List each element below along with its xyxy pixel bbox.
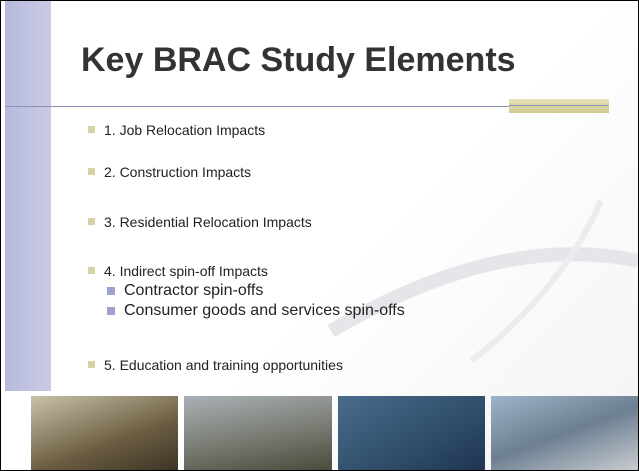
bullet: 2. Construction Impacts — [88, 164, 251, 180]
sub-bullet: Contractor spin-offs — [107, 282, 263, 300]
photo-jet — [491, 396, 638, 470]
bullet: 3. Residential Relocation Impacts — [88, 214, 312, 230]
bullet: 1. Job Relocation Impacts — [88, 122, 265, 138]
photo-ships — [338, 396, 485, 470]
side-band — [5, 1, 51, 391]
bullet-text: 5. Education and training opportunities — [104, 357, 343, 373]
bullet-text: 3. Residential Relocation Impacts — [104, 214, 312, 230]
bullet-text: 1. Job Relocation Impacts — [104, 122, 265, 138]
bullet-text: 4. Indirect spin-off Impacts — [104, 263, 268, 279]
sub-bullet: Consumer goods and services spin-offs — [107, 302, 405, 320]
bullet: 5. Education and training opportunities — [88, 357, 343, 373]
accent-bar — [509, 99, 609, 113]
photo-marines — [184, 396, 331, 470]
slide: Key BRAC Study Elements 1. Job Relocatio… — [0, 0, 639, 471]
photo-soldier — [31, 396, 178, 470]
sub-bullet-text: Contractor spin-offs — [124, 282, 263, 299]
photo-strip — [1, 396, 638, 470]
bullet: 4. Indirect spin-off Impacts — [88, 263, 268, 279]
sub-bullet-text: Consumer goods and services spin-offs — [124, 302, 405, 319]
bullet-text: 2. Construction Impacts — [104, 164, 251, 180]
slide-title: Key BRAC Study Elements — [81, 41, 516, 80]
